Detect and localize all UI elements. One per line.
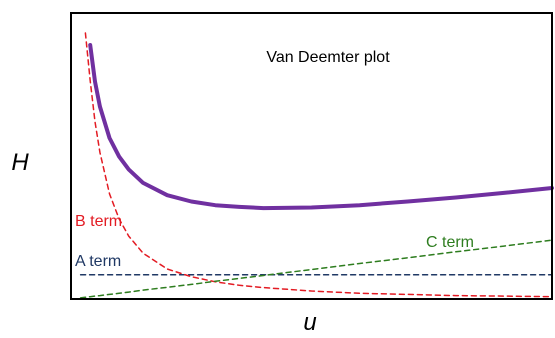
y-axis-label: H xyxy=(11,149,29,176)
series-line-B xyxy=(84,32,553,298)
label-layer: A term B term C term xyxy=(75,213,474,270)
series-label-C: C term xyxy=(426,234,474,251)
series-label-B: B term xyxy=(75,213,122,230)
series-line-total xyxy=(88,43,554,211)
x-axis-label: u xyxy=(303,309,316,336)
plot-frame xyxy=(70,12,553,300)
series-layer xyxy=(79,32,554,299)
chart-title: Van Deemter plot xyxy=(266,49,390,66)
series-label-A: A term xyxy=(75,253,121,270)
series-line-C xyxy=(79,239,553,299)
